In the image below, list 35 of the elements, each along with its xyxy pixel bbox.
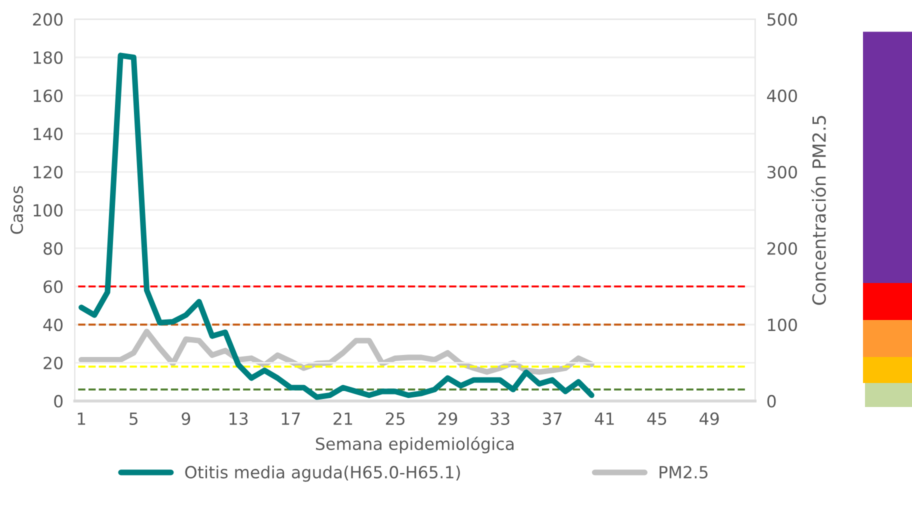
y-tick-label: 60 [44, 280, 63, 294]
y-tick-label: 20 [44, 356, 63, 370]
y2-tick-label: 400 [767, 90, 797, 102]
y2-tick-label: 0 [767, 394, 776, 408]
x-tick-label: 37 [543, 412, 562, 425]
y-tick-label: 180 [34, 51, 63, 64]
y2-tick-label: 200 [767, 242, 797, 255]
y-tick-label: 0 [54, 394, 63, 408]
y-tick-label: 100 [34, 204, 63, 217]
y-tick-label: 140 [34, 128, 63, 140]
legend-label: PM2.5 [660, 466, 708, 478]
y-axis-title: Casos [10, 186, 24, 234]
x-tick-label: 9 [182, 412, 190, 425]
x-tick-label: 45 [647, 412, 666, 425]
y-tick-label: 40 [43, 318, 63, 332]
x-tick-label: 49 [700, 412, 719, 425]
y2-axis-title: Concentración PM2.5 [811, 116, 826, 305]
legend-label: Otitis media aguda(H65.0-H65.1) [185, 466, 460, 482]
x-tick-label: 33 [490, 412, 510, 425]
y-tick-label: 80 [44, 242, 63, 255]
y-tick-label: 160 [34, 90, 63, 102]
x-tick-label: 29 [438, 412, 458, 425]
x-tick-label: 13 [230, 412, 248, 425]
y2-tick-label: 100 [768, 318, 797, 332]
y2-tick-label: 500 [768, 13, 797, 26]
x-tick-label: 41 [594, 412, 614, 425]
x-tick-label: 25 [386, 412, 404, 425]
x-tick-label: 21 [334, 412, 352, 425]
x-tick-label: 5 [130, 412, 138, 425]
y-tick-label: 200 [33, 13, 63, 26]
y-tick-label: 120 [34, 166, 63, 178]
x-axis-title: Semana epidemiológica [316, 436, 514, 454]
x-tick-label: 1 [78, 412, 86, 425]
x-tick-label: 17 [282, 412, 300, 425]
y2-tick-label: 300 [768, 166, 797, 178]
